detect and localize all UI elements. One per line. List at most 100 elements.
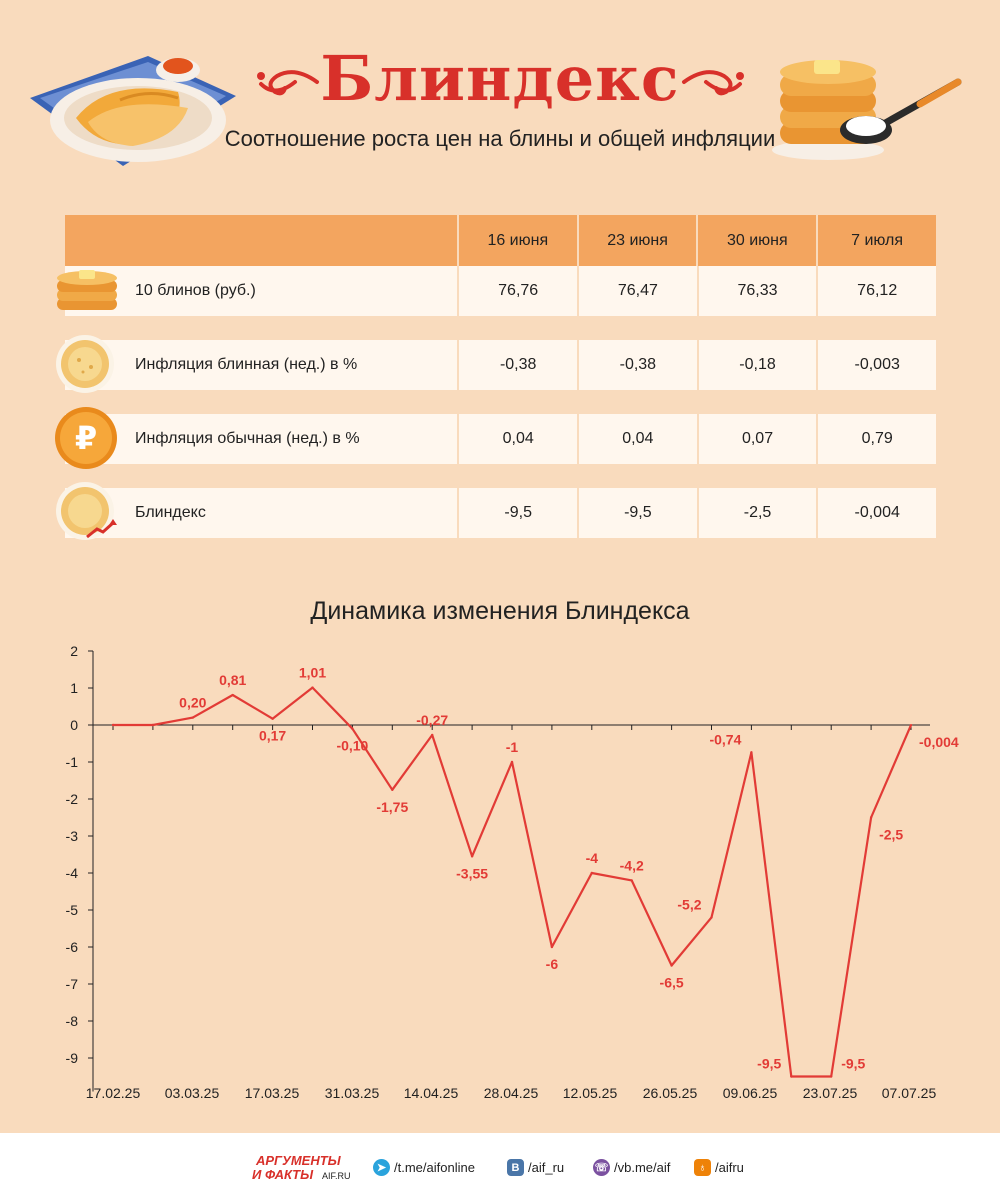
data-label: -9,5	[757, 1056, 781, 1072]
table-cell: 0,79	[816, 414, 936, 464]
footer: АРГУМЕНТЫ И ФАКТЫ AIF.RU ➤ /t.me/aifonli…	[0, 1133, 1000, 1193]
ruble-coin-icon: ₽	[55, 407, 117, 469]
viber-link[interactable]: ☏ /vb.me/aif	[593, 1159, 670, 1176]
data-point	[909, 723, 913, 727]
left-ornament-icon	[257, 70, 319, 96]
x-tick-label: 23.07.25	[803, 1085, 858, 1101]
table-cell: -0,004	[816, 488, 936, 538]
row-label: Инфляция блинная (нед.) в %	[135, 356, 358, 373]
data-label: -6,5	[660, 975, 684, 991]
telegram-link[interactable]: ➤ /t.me/aifonline	[373, 1159, 475, 1176]
x-tick-label: 03.03.25	[165, 1085, 220, 1101]
data-label: -0,27	[416, 712, 448, 728]
telegram-icon: ➤	[373, 1159, 390, 1176]
header: Блиндекс Соотношение роста цен на блины …	[0, 0, 1000, 190]
vk-link[interactable]: B /aif_ru	[507, 1159, 564, 1176]
x-tick-label: 26.05.25	[643, 1085, 698, 1101]
crepes-plate-illustration	[30, 56, 236, 166]
data-label: 0,17	[259, 728, 286, 744]
data-label: -6	[546, 956, 559, 972]
data-point	[391, 788, 394, 791]
data-point	[231, 693, 234, 697]
odnoklassniki-link[interactable]: ♁ /aifru	[694, 1159, 744, 1176]
table-row-blindex: Блиндекс -9,5 -9,5 -2,5 -0,004	[65, 488, 936, 538]
pancake-stack-icon	[57, 270, 117, 310]
table-header-row: 16 июня 23 июня 30 июня 7 июля	[65, 215, 936, 266]
data-point	[830, 1075, 833, 1078]
vk-link-text: /aif_ru	[528, 1160, 565, 1175]
data-label: -1	[506, 739, 519, 755]
svg-text:И ФАКТЫ: И ФАКТЫ	[252, 1167, 314, 1182]
y-tick-label: -2	[66, 791, 79, 807]
table-cell: -9,5	[457, 488, 577, 538]
y-tick-label: 2	[70, 643, 78, 659]
data-label: -9,5	[841, 1056, 865, 1072]
data-point	[510, 760, 514, 764]
page-subtitle: Соотношение роста цен на блины и общей и…	[224, 126, 776, 151]
data-label: -3,55	[456, 865, 488, 881]
viber-icon: ☏	[593, 1159, 610, 1176]
table-cell: 76,76	[457, 266, 577, 316]
y-tick-label: 1	[70, 680, 78, 696]
data-point	[431, 733, 434, 737]
pancake-icon	[56, 335, 114, 393]
x-tick-label: 09.06.25	[723, 1085, 778, 1101]
svg-text:₽: ₽	[75, 419, 97, 457]
y-tick-label: 0	[70, 717, 78, 733]
odnoklassniki-icon: ♁	[694, 1159, 711, 1176]
data-point	[191, 716, 194, 719]
table-cell: -0,38	[457, 340, 577, 390]
y-tick-label: -9	[66, 1050, 79, 1066]
pancake-stack-illustration	[772, 60, 962, 160]
data-table: 16 июня 23 июня 30 июня 7 июля 10 блинов…	[55, 215, 936, 540]
vk-icon: B	[507, 1159, 524, 1176]
x-tick-label: 17.03.25	[245, 1085, 300, 1101]
y-tick-label: -5	[66, 902, 79, 918]
y-tick-label: -7	[66, 976, 79, 992]
table-header-blank	[65, 215, 457, 266]
data-label: 0,20	[179, 695, 206, 711]
table-cell: -9,5	[577, 488, 697, 538]
data-label: -0,74	[709, 731, 741, 747]
svg-text:AIF.RU: AIF.RU	[322, 1171, 351, 1181]
data-point	[151, 723, 155, 727]
data-point	[550, 945, 554, 949]
data-label: -5,2	[677, 896, 701, 912]
table-row-pancake-price: 10 блинов (руб.) 76,76 76,47 76,33 76,12	[65, 266, 936, 316]
x-tick-label: 28.04.25	[484, 1085, 539, 1101]
column-header: 30 июня	[696, 215, 816, 266]
column-header: 23 июня	[576, 215, 697, 266]
page-title: Блиндекс	[320, 42, 680, 115]
viber-link-text: /vb.me/aif	[614, 1160, 671, 1175]
table-cell: 0,04	[457, 414, 577, 464]
data-label: -4	[586, 850, 599, 866]
column-header: 7 июля	[816, 215, 936, 266]
aif-logo: АРГУМЕНТЫ И ФАКТЫ AIF.RU	[252, 1153, 351, 1182]
data-point	[311, 686, 314, 689]
x-tick-label: 31.03.25	[325, 1085, 380, 1101]
table-cell: -0,18	[696, 340, 817, 390]
data-label: 0,81	[219, 672, 246, 688]
table-cell: 0,04	[577, 414, 697, 464]
data-point	[590, 871, 593, 875]
data-point	[351, 727, 354, 730]
data-point	[790, 1075, 793, 1078]
data-point	[670, 964, 673, 967]
row-label: Инфляция обычная (нед.) в %	[135, 430, 360, 447]
table-cell: 76,47	[577, 266, 697, 316]
odnoklassniki-link-text: /aifru	[715, 1160, 744, 1175]
blindex-line-chart: 2 1 0 -1 -2 -3 -4 -5 -6 -7 -8 -9 17.02.25 03.03.25 17.…	[66, 643, 959, 1101]
table-cell: 0,07	[696, 414, 817, 464]
row-label: 10 блинов (руб.)	[135, 282, 256, 299]
data-point	[271, 717, 274, 720]
table-cell: -2,5	[696, 488, 817, 538]
data-point	[750, 751, 753, 754]
data-label: -2,5	[879, 827, 903, 843]
table-cell: 76,12	[816, 266, 936, 316]
data-label: -4,2	[620, 857, 644, 873]
chart-title: Динамика изменения Блиндекса	[310, 597, 690, 625]
table-cell: -0,003	[816, 340, 936, 390]
pancake-growth-icon	[56, 482, 117, 540]
x-tick-label: 14.04.25	[404, 1085, 459, 1101]
data-point	[869, 816, 873, 819]
